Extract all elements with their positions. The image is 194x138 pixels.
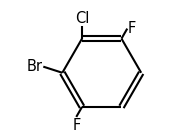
Text: F: F (128, 21, 136, 36)
Text: Br: Br (27, 59, 43, 74)
Text: Cl: Cl (75, 11, 89, 26)
Text: F: F (72, 118, 80, 133)
